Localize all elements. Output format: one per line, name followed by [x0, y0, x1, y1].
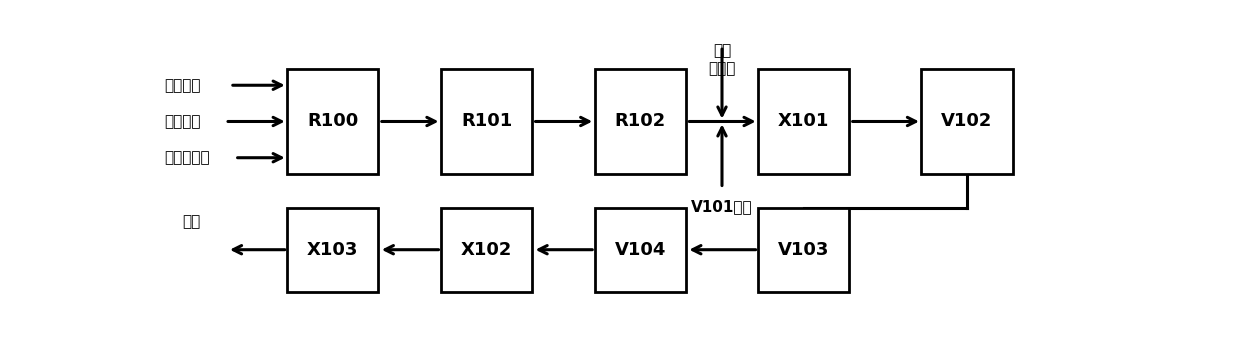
- Text: X103: X103: [308, 241, 358, 259]
- Text: 助倂化剂: 助倂化剂: [165, 114, 201, 129]
- Bar: [441, 68, 532, 174]
- Text: V101热水: V101热水: [691, 199, 753, 215]
- Bar: [288, 208, 378, 291]
- Text: X101: X101: [777, 113, 830, 130]
- Text: V103: V103: [777, 241, 830, 259]
- Text: V104: V104: [615, 241, 666, 259]
- Text: V102: V102: [941, 113, 993, 130]
- Text: 外给电子体: 外给电子体: [165, 150, 211, 165]
- Bar: [595, 68, 686, 174]
- Bar: [288, 68, 378, 174]
- Bar: [441, 208, 532, 291]
- Bar: [758, 68, 849, 174]
- Text: 主倂化剂: 主倂化剂: [165, 78, 201, 93]
- Text: X102: X102: [461, 241, 512, 259]
- Text: R100: R100: [308, 113, 358, 130]
- Text: R101: R101: [461, 113, 512, 130]
- Bar: [921, 68, 1013, 174]
- Text: 表面
活性剂: 表面 活性剂: [708, 43, 735, 76]
- Bar: [595, 208, 686, 291]
- Bar: [758, 208, 849, 291]
- Text: 产品: 产品: [182, 214, 201, 230]
- Text: R102: R102: [615, 113, 666, 130]
